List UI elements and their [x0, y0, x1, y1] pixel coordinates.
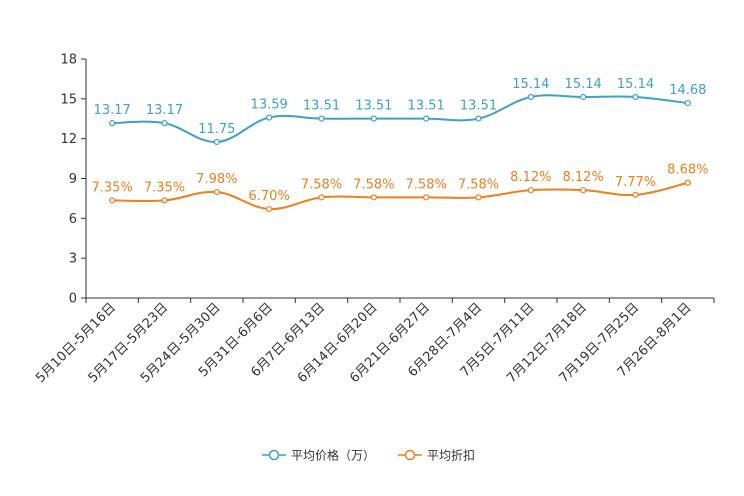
data-label: 13.17	[94, 103, 131, 118]
data-point[interactable]	[370, 194, 377, 201]
series-line	[112, 181, 689, 211]
legend-marker-icon	[268, 449, 280, 461]
data-point[interactable]	[632, 191, 639, 198]
data-label: 7.58%	[458, 177, 499, 192]
data-point[interactable]	[161, 197, 168, 204]
data-point[interactable]	[580, 187, 587, 194]
data-label: 13.51	[303, 99, 340, 114]
legend-marker-icon	[404, 449, 416, 461]
data-point[interactable]	[475, 115, 482, 122]
legend-item-average-price[interactable]: 平均价格（万）	[262, 448, 375, 463]
data-point[interactable]	[109, 197, 116, 204]
y-tick-label: 3	[69, 252, 77, 267]
data-label: 6.70%	[249, 189, 290, 204]
data-label: 15.14	[565, 77, 602, 92]
data-point[interactable]	[266, 205, 273, 213]
data-label: 8.12%	[510, 170, 551, 185]
data-label: 7.35%	[92, 180, 133, 195]
data-point[interactable]	[318, 194, 325, 201]
legend-label: 平均折扣	[427, 448, 475, 463]
y-tick-label: 18	[60, 53, 77, 68]
data-label: 15.14	[512, 77, 549, 92]
series-average-discount: 7.35% 7.35% 7.98% 6.70% 7.58% 7.58% 7.58% 7.58%…	[92, 163, 708, 213]
data-point[interactable]	[475, 194, 482, 201]
data-point[interactable]	[527, 187, 534, 194]
series-line	[112, 94, 688, 143]
data-label: 13.17	[146, 103, 183, 118]
legend-item-average-discount[interactable]: 平均折扣	[398, 448, 475, 463]
data-point[interactable]	[266, 114, 273, 121]
data-label: 7.58%	[353, 177, 394, 192]
data-label: 7.35%	[144, 180, 185, 195]
data-point[interactable]	[423, 115, 430, 122]
data-point[interactable]	[161, 120, 168, 127]
chart-legend[interactable]: 平均价格（万） 平均折扣	[262, 448, 475, 463]
data-point[interactable]	[318, 115, 325, 122]
data-point[interactable]	[109, 120, 116, 127]
data-point[interactable]	[684, 179, 691, 186]
data-label: 7.58%	[301, 177, 342, 192]
series-average-price: 13.17 13.17 11.75 13.59 13.51 13.51 13.51 13.51…	[94, 77, 706, 146]
data-label: 11.75	[198, 122, 235, 137]
data-label: 8.68%	[667, 163, 708, 178]
data-label: 14.68	[669, 83, 706, 98]
data-label: 15.14	[617, 77, 654, 92]
y-tick-label: 12	[60, 132, 77, 147]
data-point[interactable]	[527, 93, 534, 101]
y-tick-label: 0	[69, 292, 77, 307]
data-point[interactable]	[632, 93, 639, 101]
data-label: 13.51	[355, 99, 392, 114]
legend-label: 平均价格（万）	[291, 448, 375, 463]
data-point[interactable]	[580, 93, 587, 101]
data-point[interactable]	[423, 194, 430, 201]
data-point[interactable]	[213, 188, 220, 196]
data-label: 13.59	[251, 98, 288, 113]
y-tick-label: 9	[69, 172, 77, 187]
data-label: 13.51	[460, 99, 497, 114]
data-label: 13.51	[408, 99, 445, 114]
data-label: 7.77%	[615, 175, 656, 190]
y-tick-label: 6	[69, 212, 77, 227]
data-label: 7.58%	[406, 177, 447, 192]
chart-series: 13.17 13.17 11.75 13.59 13.51 13.51 13.51 13.51…	[92, 77, 708, 213]
data-label: 8.12%	[563, 170, 604, 185]
data-point[interactable]	[684, 99, 691, 107]
data-point[interactable]	[370, 115, 377, 122]
data-label: 7.98%	[196, 172, 237, 187]
data-point[interactable]	[213, 138, 220, 146]
y-tick-label: 15	[60, 92, 77, 107]
